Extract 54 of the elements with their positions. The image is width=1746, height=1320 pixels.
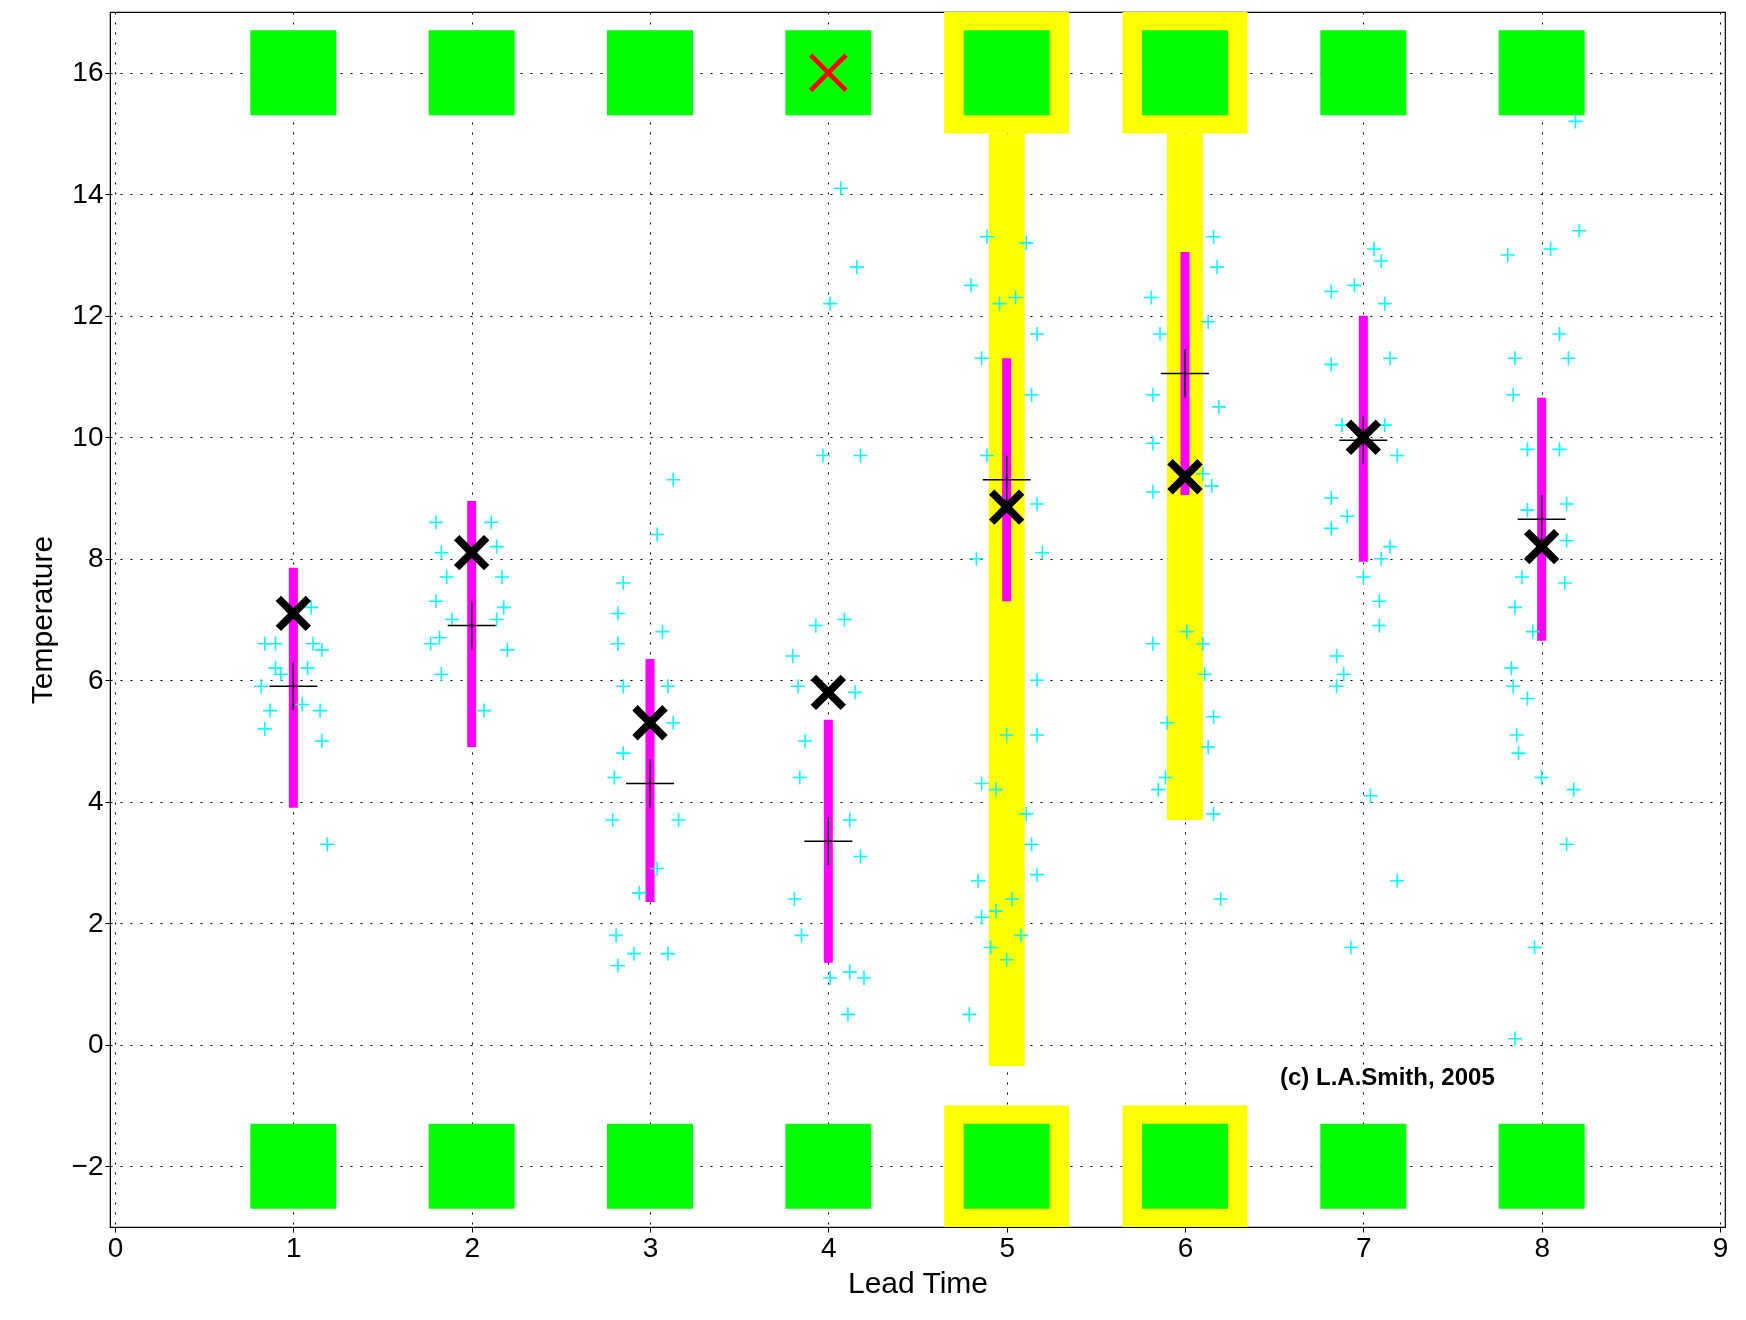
point — [1161, 349, 1209, 398]
bar — [607, 30, 693, 116]
y-tick-label: 4 — [87, 785, 104, 817]
x-axis-title: Lead Time — [847, 1265, 989, 1299]
bar — [963, 1123, 1050, 1209]
y-axis-title: Temperature — [24, 535, 58, 705]
bar — [1498, 1123, 1585, 1209]
bar — [823, 719, 833, 963]
bar — [467, 501, 477, 748]
point — [453, 534, 490, 571]
x-tick-label: 4 — [821, 1231, 837, 1263]
y-tick-label: 10 — [72, 420, 104, 452]
bar — [428, 1123, 515, 1209]
x-tick-label: 3 — [642, 1231, 659, 1263]
point — [626, 759, 674, 808]
x-tick-label: 5 — [999, 1231, 1015, 1263]
bar — [963, 30, 1050, 116]
bar — [1358, 315, 1368, 562]
point — [1167, 459, 1203, 495]
bar — [288, 567, 298, 808]
point — [810, 674, 847, 711]
annotation: (c) L.A.Smith, 2005 — [1280, 1063, 1495, 1090]
bar — [1142, 30, 1228, 116]
bar — [1002, 358, 1012, 602]
y-tick-label: −2 — [71, 1149, 104, 1181]
bar — [250, 1123, 337, 1209]
point — [275, 595, 312, 632]
bar — [428, 30, 515, 116]
y-tick-label: 0 — [87, 1028, 104, 1060]
y-tick-label: 6 — [87, 663, 104, 695]
x-tick-label: 8 — [1534, 1231, 1550, 1263]
y-tick-label: 14 — [72, 177, 104, 209]
y-tick-label: 12 — [72, 299, 104, 331]
bar — [1537, 397, 1547, 641]
bar — [607, 1123, 693, 1209]
y-tick-label: 16 — [72, 56, 104, 88]
bar — [1320, 1123, 1407, 1209]
point — [632, 705, 668, 741]
point — [988, 489, 1025, 525]
x-tick-label: 0 — [107, 1231, 124, 1263]
bar — [1498, 30, 1585, 116]
y-tick-label: 8 — [87, 542, 104, 574]
x-tick-label: 2 — [464, 1231, 480, 1263]
bar — [250, 30, 337, 116]
bar — [1320, 30, 1407, 116]
bar — [785, 30, 872, 116]
bar — [785, 1123, 872, 1209]
point — [1523, 528, 1560, 565]
bar — [1142, 1123, 1228, 1209]
y-tick-label: 2 — [87, 906, 104, 938]
x-tick-label: 7 — [1356, 1231, 1372, 1263]
x-tick-label: 9 — [1712, 1231, 1729, 1263]
x-tick-label: 1 — [286, 1231, 302, 1263]
x-tick-label: 6 — [1177, 1231, 1194, 1263]
